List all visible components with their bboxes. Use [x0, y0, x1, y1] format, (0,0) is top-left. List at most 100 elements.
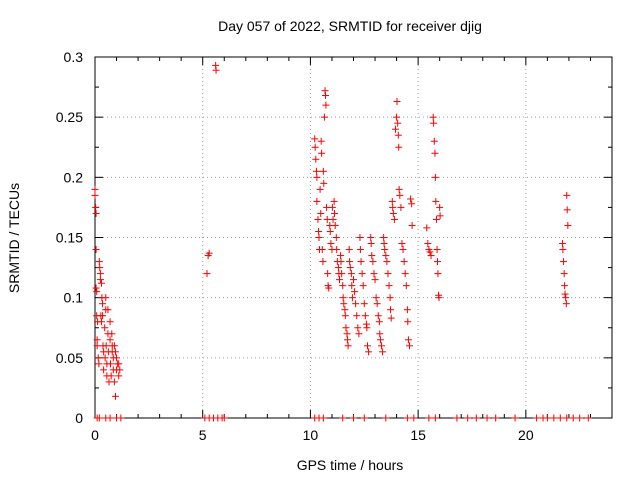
- data-point: [92, 246, 100, 254]
- data-point: [220, 414, 228, 422]
- data-point: [400, 258, 408, 266]
- data-point: [343, 336, 351, 344]
- data-point: [559, 246, 567, 254]
- data-point: [346, 264, 354, 272]
- data-point: [376, 336, 384, 344]
- data-point: [371, 276, 379, 284]
- data-point: [436, 212, 444, 220]
- data-point: [92, 284, 100, 292]
- data-point: [511, 414, 519, 422]
- data-point: [339, 294, 347, 302]
- data-point: [311, 143, 319, 151]
- data-point: [116, 366, 124, 374]
- data-point: [550, 414, 558, 422]
- data-point: [354, 324, 362, 332]
- data-point: [351, 288, 359, 296]
- data-point: [91, 185, 99, 193]
- data-point: [316, 185, 324, 193]
- data-point: [387, 306, 395, 314]
- data-point: [558, 240, 566, 248]
- data-point: [339, 414, 347, 422]
- data-point: [533, 414, 541, 422]
- data-point: [340, 300, 348, 308]
- data-point: [117, 414, 125, 422]
- data-point: [337, 252, 345, 260]
- data-point: [331, 221, 339, 229]
- data-point: [576, 414, 584, 422]
- data-point: [104, 306, 112, 314]
- data-point: [358, 270, 366, 278]
- data-point: [389, 203, 397, 211]
- data-point: [395, 143, 403, 151]
- data-point: [380, 240, 388, 248]
- data-point: [563, 191, 571, 199]
- data-point: [367, 234, 375, 241]
- data-point: [397, 203, 405, 211]
- data-point: [375, 318, 383, 326]
- data-point: [111, 348, 119, 356]
- data-point: [374, 312, 382, 320]
- data-point: [344, 342, 352, 350]
- data-point: [357, 258, 365, 266]
- data-point: [359, 282, 367, 290]
- data-point: [436, 203, 444, 211]
- data-point: [399, 246, 407, 254]
- data-point: [346, 258, 354, 266]
- data-point: [584, 414, 592, 422]
- x-tick-label: 20: [518, 427, 534, 443]
- data-point: [380, 234, 388, 241]
- data-point: [205, 249, 213, 257]
- data-point: [390, 215, 398, 223]
- data-point: [386, 294, 394, 302]
- data-point: [327, 240, 335, 248]
- data-point: [483, 414, 491, 422]
- data-point: [92, 203, 100, 211]
- data-point: [433, 246, 441, 254]
- data-point: [427, 252, 435, 260]
- data-point: [369, 258, 377, 266]
- data-point: [101, 324, 109, 332]
- data-point: [430, 119, 438, 127]
- data-point: [94, 354, 102, 362]
- data-point: [370, 270, 378, 278]
- y-tick-label: 0.25: [56, 109, 83, 125]
- data-point: [96, 276, 104, 284]
- data-point: [492, 414, 500, 422]
- data-point: [106, 336, 114, 344]
- data-point: [404, 318, 412, 326]
- data-point: [562, 300, 570, 308]
- data-point: [402, 282, 410, 290]
- data-point: [313, 173, 321, 181]
- data-point: [408, 221, 416, 229]
- data-point: [472, 414, 480, 422]
- y-tick-label: 0: [75, 410, 83, 426]
- data-point: [368, 252, 376, 260]
- y-tick-label: 0.2: [64, 169, 84, 185]
- data-point: [408, 200, 416, 208]
- data-point: [423, 224, 431, 232]
- data-point: [319, 414, 327, 422]
- data-point: [395, 185, 403, 193]
- data-point: [432, 215, 440, 223]
- data-point: [563, 206, 571, 214]
- x-tick-label: 5: [199, 427, 207, 443]
- data-point: [384, 270, 392, 278]
- data-point: [432, 197, 440, 205]
- data-point: [95, 360, 103, 368]
- data-point: [106, 318, 114, 326]
- data-point: [110, 342, 118, 350]
- data-point: [430, 137, 438, 145]
- data-point: [322, 101, 330, 109]
- data-point: [311, 135, 319, 143]
- data-point: [100, 366, 108, 374]
- data-point: [464, 414, 472, 422]
- data-point: [404, 336, 412, 344]
- data-point: [376, 330, 384, 338]
- data-point: [407, 195, 415, 203]
- data-point: [110, 378, 118, 386]
- data-point: [394, 131, 402, 139]
- data-point: [326, 227, 334, 235]
- data-point: [398, 240, 406, 248]
- data-point: [385, 282, 393, 290]
